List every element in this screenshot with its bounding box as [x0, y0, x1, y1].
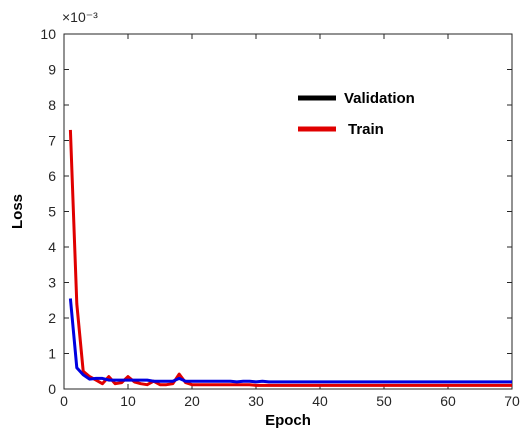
y-tick-label: 4 — [48, 239, 56, 255]
y-tick-label: 6 — [48, 168, 56, 184]
y-tick-label: 1 — [48, 346, 56, 362]
x-axis-title: Epoch — [265, 412, 311, 429]
x-tick-label: 50 — [376, 393, 392, 409]
y-tick-label: 10 — [40, 26, 56, 42]
series-line-0 — [68, 129, 512, 387]
y-tick-label: 3 — [48, 275, 56, 291]
x-tick-label: 40 — [312, 393, 328, 409]
y-tick-label: 5 — [48, 204, 56, 220]
y-axis-title: Loss — [9, 194, 26, 229]
plot-frame — [63, 33, 513, 390]
legend: Validation Train — [298, 90, 415, 138]
series-lines — [68, 129, 512, 387]
axis-ticks: 0 1 2 3 4 5 6 7 8 9 10 0 10 20 30 40 50 60 70 — [40, 26, 520, 409]
x-tick-label: 10 — [120, 393, 136, 409]
x-tick-label: 30 — [248, 393, 264, 409]
y-tick-label: 0 — [48, 381, 56, 397]
y-tick-label: 2 — [48, 310, 56, 326]
y-tick-label: 9 — [48, 62, 56, 78]
x-tick-label: 60 — [440, 393, 456, 409]
x-tick-label: 70 — [504, 393, 520, 409]
x-tick-label: 0 — [60, 393, 68, 409]
legend-label: Train — [348, 121, 384, 138]
y-tick-label: 7 — [48, 133, 56, 149]
x-tick-label: 20 — [184, 393, 200, 409]
y-tick-label: 8 — [48, 97, 56, 113]
y-exponent-label: ×10⁻³ — [62, 9, 98, 25]
legend-label: Validation — [344, 90, 415, 107]
series-line-1 — [68, 298, 512, 384]
